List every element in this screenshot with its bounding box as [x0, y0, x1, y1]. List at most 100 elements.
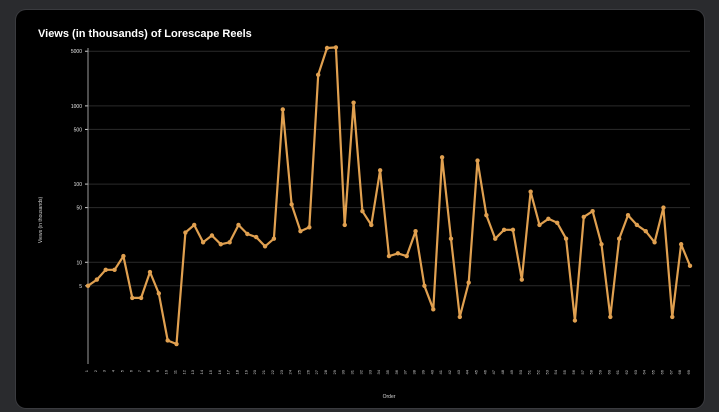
data-point — [484, 212, 489, 218]
data-point — [386, 253, 392, 259]
y-tick-label: 1000 — [71, 104, 82, 110]
x-tick-label: 60 — [606, 369, 611, 374]
x-tick-label: 56 — [571, 369, 576, 374]
x-tick-label: 48 — [500, 369, 505, 374]
x-tick-label: 10 — [164, 369, 169, 374]
data-point — [546, 216, 551, 221]
x-tick-label: 38 — [412, 369, 417, 374]
x-tick-label: 39 — [420, 369, 425, 374]
data-point — [315, 72, 321, 77]
x-tick-label: 6 — [128, 369, 133, 372]
x-tick-label: 14 — [199, 369, 204, 374]
data-point — [643, 228, 648, 234]
x-tick-label: 29 — [332, 369, 337, 374]
x-tick-label: 7 — [137, 369, 142, 372]
x-tick-label: 33 — [367, 369, 372, 374]
data-point — [652, 240, 657, 245]
y-tick-label: 5 — [79, 284, 82, 290]
x-tick-label: 28 — [323, 369, 328, 374]
x-tick-label: 32 — [358, 369, 363, 374]
data-point — [616, 236, 622, 241]
data-point — [307, 225, 312, 230]
x-tick-label: 19 — [243, 369, 248, 374]
x-tick-label: 22 — [270, 369, 275, 374]
x-tick-label: 67 — [668, 369, 673, 374]
x-tick-label: 8 — [146, 369, 151, 372]
x-tick-label: 65 — [651, 369, 656, 374]
x-tick-label: 2 — [93, 369, 98, 372]
x-tick-label: 31 — [350, 369, 355, 374]
series-line — [87, 46, 692, 346]
data-point — [404, 253, 409, 259]
data-point — [156, 291, 162, 296]
data-point — [165, 338, 170, 343]
x-tick-label: 66 — [659, 369, 664, 374]
data-point — [537, 222, 542, 228]
x-tick-label: 51 — [527, 369, 532, 374]
x-tick-label: 23 — [279, 369, 284, 374]
data-point — [625, 212, 631, 218]
x-tick-label: 16 — [217, 369, 222, 374]
y-tick-label: 50 — [76, 206, 82, 212]
data-point — [218, 242, 223, 247]
data-point — [227, 240, 232, 245]
x-tick-label: 13 — [190, 369, 195, 374]
x-tick-label: 44 — [465, 369, 470, 374]
data-point — [422, 283, 427, 289]
x-tick-label: 62 — [624, 369, 629, 374]
x-tick-label: 25 — [296, 369, 301, 374]
y-axis-title: Views (in thousands) — [38, 197, 44, 244]
x-tick-label: 42 — [447, 369, 452, 374]
data-point — [510, 227, 516, 233]
data-point — [572, 318, 578, 323]
chart-frame: Views (in thousands) of Lorescape Reels — [16, 10, 704, 408]
x-tick-label: 11 — [173, 369, 178, 374]
x-tick-label: 4 — [111, 369, 116, 372]
data-point — [262, 244, 268, 249]
y-tick-label: 100 — [74, 182, 83, 188]
x-tick-label: 68 — [677, 369, 682, 374]
x-tick-label: 35 — [385, 369, 390, 374]
x-tick-label: 18 — [235, 369, 240, 374]
data-point — [245, 231, 250, 237]
x-tick-label: 15 — [208, 369, 213, 374]
x-tick-label: 36 — [394, 369, 399, 374]
data-point — [475, 158, 480, 163]
data-point — [439, 155, 445, 160]
data-point — [369, 222, 374, 228]
x-tick-label: 5 — [119, 369, 124, 372]
x-tick-label: 64 — [642, 369, 647, 374]
x-tick-label: 37 — [403, 369, 408, 374]
x-tick-label: 17 — [226, 369, 231, 374]
data-point — [280, 107, 285, 112]
data-point — [448, 236, 454, 241]
x-tick-label: 47 — [491, 369, 496, 374]
x-tick-label: 53 — [544, 369, 549, 374]
x-tick-label: 55 — [562, 369, 567, 374]
data-point — [94, 277, 100, 282]
data-point — [395, 251, 401, 256]
data-point — [360, 208, 365, 214]
x-tick-label: 52 — [536, 369, 541, 374]
x-tick-label: 63 — [633, 369, 638, 374]
data-point — [670, 314, 675, 320]
data-point — [678, 242, 684, 247]
data-point — [289, 202, 294, 207]
x-axis-title: Order — [383, 394, 396, 400]
chart-title: Views (in thousands) of Lorescape Reels — [38, 28, 252, 40]
x-tick-label: 41 — [438, 369, 443, 374]
y-tick-label: 10 — [76, 260, 82, 266]
data-point — [413, 228, 418, 234]
data-point — [351, 100, 356, 105]
x-tick-label: 46 — [482, 369, 487, 374]
x-tick-label: 61 — [615, 369, 620, 374]
x-tick-label: 59 — [597, 369, 602, 374]
data-point — [590, 208, 595, 214]
data-point — [271, 236, 277, 241]
data-point — [147, 269, 153, 275]
data-point — [254, 234, 259, 240]
data-point — [555, 220, 560, 225]
x-tick-label: 69 — [686, 369, 691, 374]
x-tick-label: 43 — [456, 369, 461, 374]
